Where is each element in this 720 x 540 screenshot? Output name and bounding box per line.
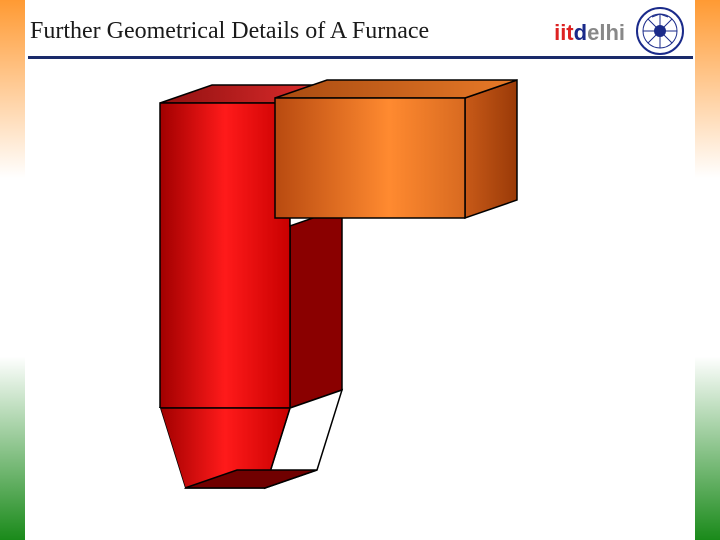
right-gradient-border (695, 0, 720, 540)
orange-duct-side (465, 80, 517, 218)
logo-part-d: d (574, 20, 587, 45)
furnace-diagram (120, 58, 520, 538)
logo-part-elhi: elhi (587, 20, 625, 45)
iitdelhi-emblem-icon (635, 6, 685, 56)
red-column-front (160, 103, 290, 408)
logo-part-iit: iit (554, 20, 574, 45)
orange-duct-front (275, 98, 465, 218)
page-title: Further Geometrical Details of A Furnace (30, 18, 429, 45)
left-gradient-border (0, 0, 25, 540)
iitdelhi-logo-text: iitdelhi (554, 20, 625, 46)
